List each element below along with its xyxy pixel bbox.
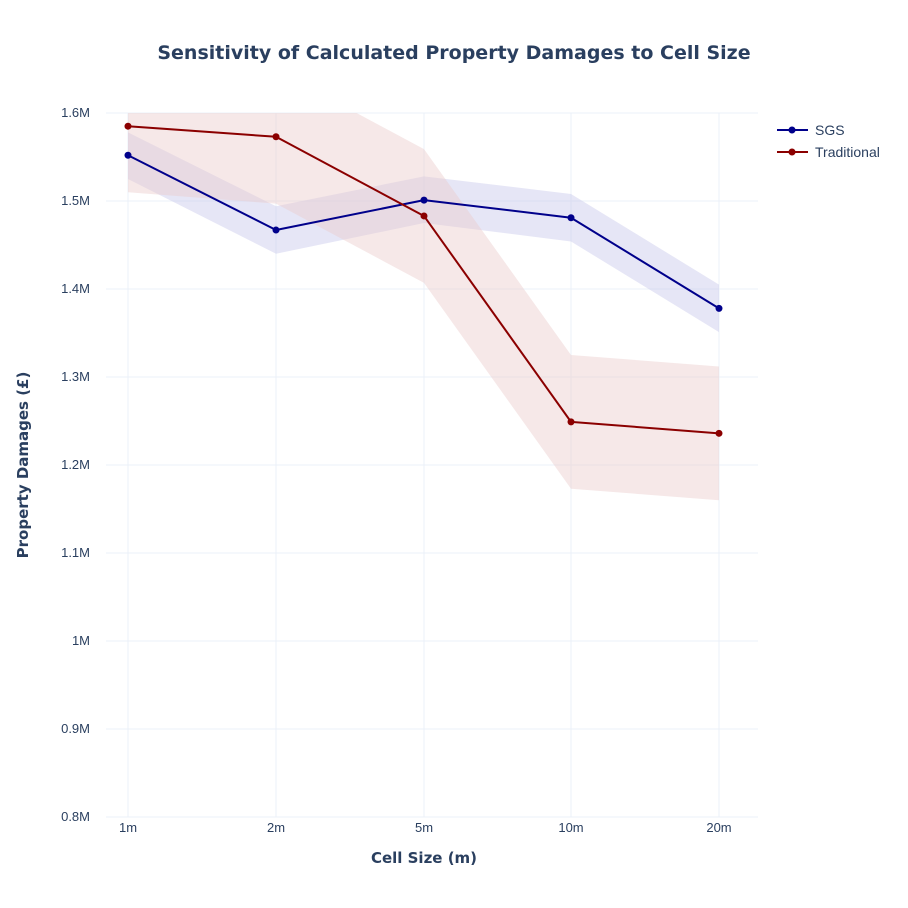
y-tick-labels: 0.8M 0.9M 1M 1.1M 1.2M 1.3M 1.4M 1.5M 1.6M bbox=[61, 105, 90, 824]
chart-title: Sensitivity of Calculated Property Damag… bbox=[157, 42, 750, 64]
y-axis-title: Property Damages (£) bbox=[14, 372, 32, 559]
traditional-data-point bbox=[420, 212, 428, 220]
x-tick-label: 2m bbox=[267, 820, 285, 835]
y-tick-label: 1.1M bbox=[61, 545, 90, 560]
x-tick-label: 20m bbox=[706, 820, 731, 835]
legend-item-sgs: SGS bbox=[777, 122, 845, 138]
y-tick-label: 1.5M bbox=[61, 193, 90, 208]
sgs-data-point bbox=[124, 151, 132, 159]
traditional-data-point bbox=[272, 133, 280, 141]
point-layer bbox=[124, 122, 723, 437]
x-tick-label: 5m bbox=[415, 820, 433, 835]
band-layer bbox=[128, 113, 719, 501]
legend-swatch-marker bbox=[788, 148, 796, 156]
legend-label: SGS bbox=[815, 122, 845, 138]
traditional-data-point bbox=[715, 429, 723, 437]
y-tick-label: 1.2M bbox=[61, 457, 90, 472]
legend-label: Traditional bbox=[815, 144, 880, 160]
x-tick-label: 1m bbox=[119, 820, 137, 835]
y-tick-label: 1M bbox=[72, 633, 90, 648]
y-tick-label: 0.9M bbox=[61, 721, 90, 736]
y-tick-label: 0.8M bbox=[61, 809, 90, 824]
x-tick-label: 10m bbox=[558, 820, 583, 835]
sgs-data-point bbox=[272, 226, 280, 234]
y-tick-label: 1.4M bbox=[61, 281, 90, 296]
sgs-data-point bbox=[715, 304, 723, 312]
legend-item-traditional: Traditional bbox=[777, 144, 880, 160]
traditional-data-point bbox=[124, 122, 132, 130]
sgs-data-point bbox=[567, 214, 575, 222]
traditional-confidence-band bbox=[128, 113, 719, 501]
x-axis-title: Cell Size (m) bbox=[371, 849, 477, 867]
legend: SGS Traditional bbox=[777, 122, 880, 160]
traditional-data-point bbox=[567, 418, 575, 426]
sgs-data-point bbox=[420, 196, 428, 204]
sgs-confidence-band bbox=[128, 132, 719, 333]
y-tick-label: 1.6M bbox=[61, 105, 90, 120]
y-tick-label: 1.3M bbox=[61, 369, 90, 384]
x-tick-labels: 1m 2m 5m 10m 20m bbox=[119, 820, 732, 835]
legend-swatch-marker bbox=[788, 126, 796, 134]
